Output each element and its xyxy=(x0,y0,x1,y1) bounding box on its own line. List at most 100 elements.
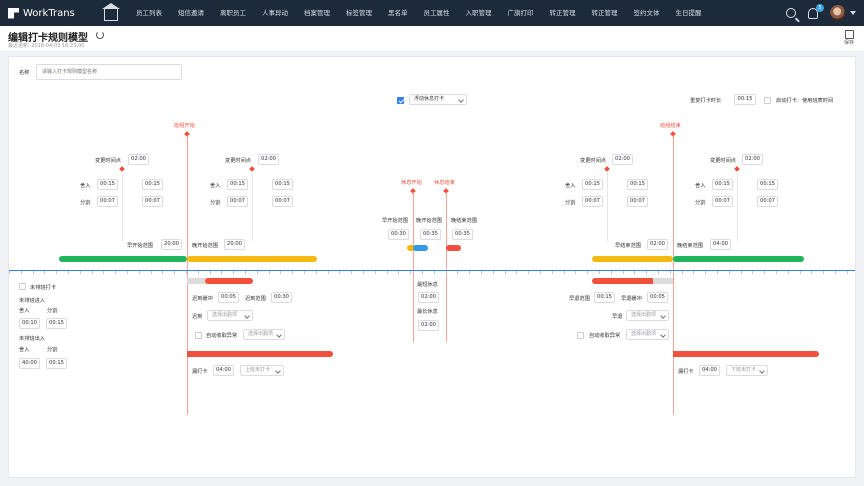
rest-end-bar[interactable] xyxy=(446,245,461,251)
no-schedule-in-split-input[interactable]: 00:15 xyxy=(46,318,67,329)
early-start-bar[interactable] xyxy=(59,256,187,262)
right-in1-a[interactable]: 00:15 xyxy=(582,179,603,190)
nav-item[interactable]: 转正管理 xyxy=(549,9,576,17)
app-logo[interactable]: WorkTrans xyxy=(0,7,94,19)
left-split1-a[interactable]: 00:07 xyxy=(97,196,118,207)
left-early-range-input[interactable]: 20:00 xyxy=(161,239,182,250)
timeline-tick xyxy=(197,271,199,274)
early-leave-select[interactable]: 选择出勤项 xyxy=(626,310,669,321)
left-late-range-input[interactable]: 20:00 xyxy=(224,239,245,250)
late-range-bar[interactable] xyxy=(205,278,253,284)
save-button[interactable]: 保存 xyxy=(842,30,856,46)
float-rest-select[interactable]: 浮动休息打卡 xyxy=(409,94,467,105)
no-schedule-out-split-input[interactable]: 00:15 xyxy=(46,358,67,369)
early-leave-range-input[interactable]: 00:15 xyxy=(594,292,615,303)
early-leave-buffer-input[interactable]: 00:05 xyxy=(647,292,668,303)
late-auto-select[interactable]: 选择出勤项 xyxy=(243,329,285,340)
repeat-input[interactable]: 00:15 xyxy=(734,94,756,105)
miss-punch-left-input[interactable]: 04:00 xyxy=(213,365,234,376)
nav-item[interactable]: 人事异动 xyxy=(262,9,288,17)
timeline-tick xyxy=(433,271,435,274)
miss-punch-left-select[interactable]: 上班未打卡 xyxy=(240,365,284,376)
late-select[interactable]: 选择出勤项 xyxy=(207,310,253,321)
left-change1-input[interactable]: 02:00 xyxy=(128,154,149,165)
nav-item[interactable]: 员工列表 xyxy=(136,9,162,17)
early-auto-checkbox[interactable] xyxy=(577,332,584,339)
left-in1-b[interactable]: 00:15 xyxy=(142,179,163,190)
left-split1-b[interactable]: 00:07 xyxy=(142,196,163,207)
miss-punch-right-input[interactable]: 04:00 xyxy=(699,365,720,376)
late-range-input[interactable]: 00:30 xyxy=(271,292,292,303)
left-split2-a[interactable]: 00:07 xyxy=(227,196,248,207)
right-in2-b[interactable]: 00:15 xyxy=(757,179,778,190)
late-start-bar[interactable] xyxy=(187,256,317,262)
left-change2-label: 变更时间点 xyxy=(225,158,251,164)
early-leave-range-bar[interactable] xyxy=(592,278,655,284)
early-end-bar[interactable] xyxy=(592,256,673,262)
left-in1-a[interactable]: 00:15 xyxy=(97,179,118,190)
nav-item[interactable]: 短信邀请 xyxy=(178,9,204,17)
right-early-range-input[interactable]: 02:00 xyxy=(647,239,668,250)
no-schedule-punch-checkbox[interactable] xyxy=(19,283,26,290)
rest-late-bar[interactable] xyxy=(413,245,428,251)
nav-item[interactable]: 离职员工 xyxy=(220,9,246,17)
timeline-tick xyxy=(752,271,754,274)
bell-icon[interactable]: 5 xyxy=(808,3,824,19)
chevron-down-icon[interactable] xyxy=(850,11,856,15)
timeline-tick xyxy=(174,271,176,274)
timeline-tick xyxy=(268,271,270,274)
nav-item[interactable]: 标签管理 xyxy=(346,9,372,17)
nav-item[interactable]: 员工属性 xyxy=(423,9,450,17)
timeline-tick xyxy=(846,271,848,274)
rest-late-input[interactable]: 00:35 xyxy=(420,229,441,240)
right-in2-a[interactable]: 00:15 xyxy=(712,179,733,190)
rest-min-input[interactable]: 02:00 xyxy=(418,292,439,303)
rest-end-range-label: 晚结束范围 xyxy=(451,218,477,224)
timeline-ticks xyxy=(9,271,855,275)
miss-punch-right-bar[interactable] xyxy=(673,351,819,357)
nav-item[interactable]: 转正管理 xyxy=(591,9,618,17)
left-in2-a[interactable]: 00:15 xyxy=(227,179,248,190)
right-split1-b[interactable]: 00:07 xyxy=(627,196,648,207)
rest-early-bar[interactable] xyxy=(407,245,416,251)
nav-item[interactable]: 广旗打印 xyxy=(507,9,534,17)
refresh-icon[interactable] xyxy=(96,31,104,39)
nav-item[interactable]: 生日提醒 xyxy=(675,9,702,17)
float-rest-checkbox[interactable] xyxy=(397,97,404,104)
avatar[interactable] xyxy=(830,5,846,21)
early-auto-select[interactable]: 选择出勤项 xyxy=(626,329,669,340)
left-in2-b[interactable]: 00:15 xyxy=(272,179,293,190)
right-split2-b[interactable]: 00:07 xyxy=(757,196,778,207)
rest-early-input[interactable]: 00:30 xyxy=(388,229,409,240)
right-in1-b[interactable]: 00:15 xyxy=(627,179,648,190)
auto-punch-checkbox[interactable] xyxy=(764,97,771,104)
late-auto-checkbox[interactable] xyxy=(195,332,202,339)
rest-end-range-input[interactable]: 00:35 xyxy=(452,229,473,240)
left-split2-b[interactable]: 00:07 xyxy=(272,196,293,207)
search-icon[interactable] xyxy=(786,8,796,18)
right-late-range-input[interactable]: 04:00 xyxy=(710,239,731,250)
nav-item[interactable]: 入职管理 xyxy=(465,9,492,17)
timeline-tick xyxy=(103,271,105,274)
nav-item[interactable]: 黑名单 xyxy=(388,9,408,17)
home-button[interactable] xyxy=(94,0,128,26)
nav-item[interactable]: 档案管理 xyxy=(304,9,330,17)
miss-punch-right-select[interactable]: 下班未打卡 xyxy=(726,365,768,376)
miss-punch-left-label: 漏打卡 xyxy=(192,369,208,375)
rest-max-input[interactable]: 02:00 xyxy=(418,320,439,331)
no-schedule-out-round-input[interactable]: 40:00 xyxy=(19,358,40,369)
right-split2-a[interactable]: 00:07 xyxy=(712,196,733,207)
late-end-bar[interactable] xyxy=(673,256,804,262)
right-change1-input[interactable]: 02:00 xyxy=(612,154,633,165)
no-schedule-in-round-input[interactable]: 00:10 xyxy=(19,318,40,329)
early-leave-buffer-bar[interactable] xyxy=(653,278,673,284)
no-schedule-in-split-label: 分割 xyxy=(47,308,58,314)
nav-item[interactable]: 签约文体 xyxy=(633,9,660,17)
left-change2-input[interactable]: 02:00 xyxy=(258,154,279,165)
late-buffer-input[interactable]: 00:05 xyxy=(218,292,239,303)
late-buffer-bar[interactable] xyxy=(187,278,207,284)
right-split1-a[interactable]: 00:07 xyxy=(582,196,603,207)
right-change2-input[interactable]: 02:00 xyxy=(742,154,763,165)
name-input[interactable] xyxy=(36,64,182,80)
miss-punch-left-bar[interactable] xyxy=(187,351,333,357)
